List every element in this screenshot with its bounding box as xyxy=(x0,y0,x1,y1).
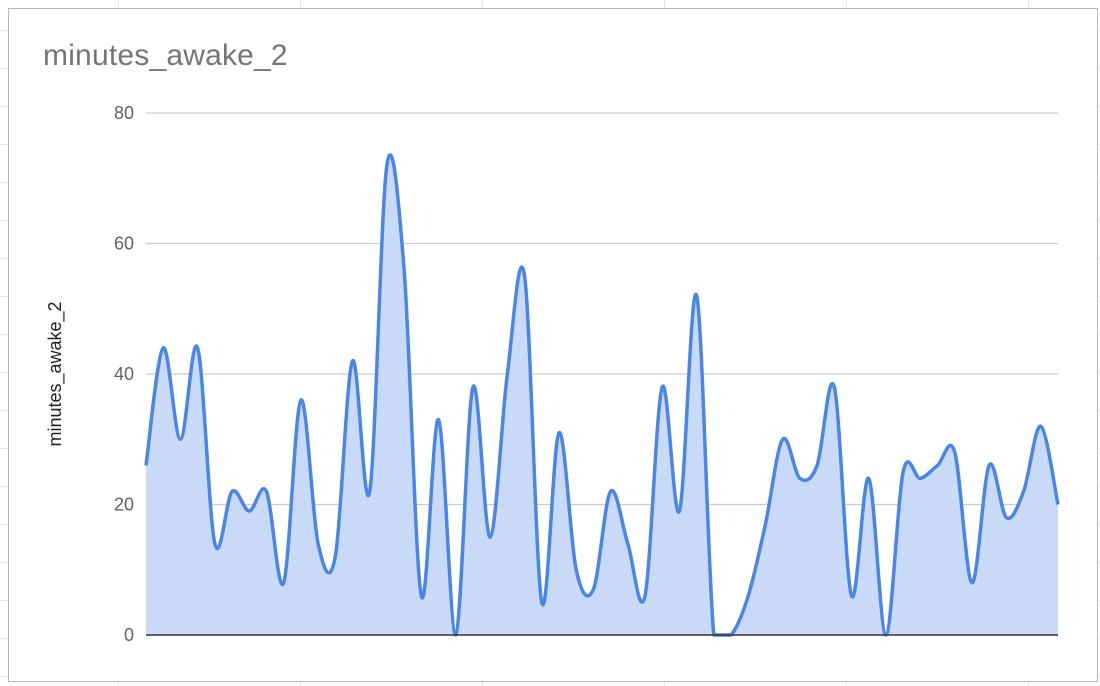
data-point xyxy=(659,384,665,390)
data-point xyxy=(504,371,510,377)
y-tick-label: 40 xyxy=(114,364,134,384)
chart-container[interactable]: minutes_awake_2 0 20 40 60 80 minutes_awake_… xyxy=(8,8,1098,682)
y-tick-label: 60 xyxy=(114,234,134,254)
data-point xyxy=(986,462,992,468)
data-point xyxy=(883,632,889,638)
area-chart: 0 20 40 60 80 minutes_awake_2 xyxy=(45,103,1061,645)
y-tick-label: 20 xyxy=(114,495,134,515)
data-point xyxy=(780,436,786,442)
data-point xyxy=(969,580,975,586)
data-point xyxy=(573,567,579,573)
y-axis-ticks: 0 20 40 60 80 xyxy=(114,103,134,645)
data-point xyxy=(814,462,820,468)
data-point xyxy=(160,345,166,351)
gridlines xyxy=(146,112,1058,506)
data-point xyxy=(384,162,390,168)
data-point xyxy=(866,475,872,481)
data-point xyxy=(849,593,855,599)
data-point xyxy=(694,293,700,299)
data-point xyxy=(676,508,682,514)
data-point xyxy=(229,488,235,494)
data-point xyxy=(1038,423,1044,429)
data-point xyxy=(1021,488,1027,494)
data-point xyxy=(453,632,459,638)
data-point xyxy=(401,267,407,273)
data-point xyxy=(935,462,941,468)
data-point xyxy=(212,541,218,547)
data-point xyxy=(711,632,717,638)
data-point xyxy=(728,632,734,638)
data-point xyxy=(1055,502,1061,508)
data-point xyxy=(246,508,252,514)
data-point xyxy=(917,475,923,481)
data-point xyxy=(539,599,545,605)
series-line xyxy=(144,153,1060,637)
y-tick-label: 80 xyxy=(114,103,134,123)
data-point xyxy=(608,488,614,494)
data-point xyxy=(590,586,596,592)
data-point xyxy=(487,534,493,540)
series-area-fill xyxy=(146,154,1058,636)
data-point xyxy=(522,273,528,279)
data-point xyxy=(349,358,355,364)
data-point xyxy=(315,541,321,547)
data-point xyxy=(762,521,768,527)
data-point xyxy=(367,488,373,494)
data-point xyxy=(298,397,304,403)
data-point xyxy=(745,593,751,599)
data-point xyxy=(556,430,562,436)
data-point xyxy=(281,580,287,586)
y-tick-label: 0 xyxy=(124,625,134,645)
data-point xyxy=(418,593,424,599)
data-point xyxy=(436,417,442,423)
data-point xyxy=(642,593,648,599)
data-point xyxy=(1003,515,1009,521)
data-point xyxy=(470,384,476,390)
data-point xyxy=(831,384,837,390)
y-axis-title: minutes_awake_2 xyxy=(45,301,66,446)
data-point xyxy=(177,436,183,442)
data-point xyxy=(952,449,958,455)
chart-title: minutes_awake_2 xyxy=(43,39,288,72)
data-point xyxy=(263,488,269,494)
data-point xyxy=(797,475,803,481)
data-point xyxy=(900,469,906,475)
data-point xyxy=(625,541,631,547)
data-point xyxy=(195,345,201,351)
data-point xyxy=(332,554,338,560)
data-point xyxy=(143,462,149,468)
